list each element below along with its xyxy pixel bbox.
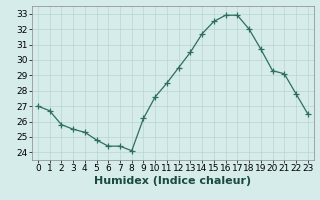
X-axis label: Humidex (Indice chaleur): Humidex (Indice chaleur) (94, 176, 252, 186)
